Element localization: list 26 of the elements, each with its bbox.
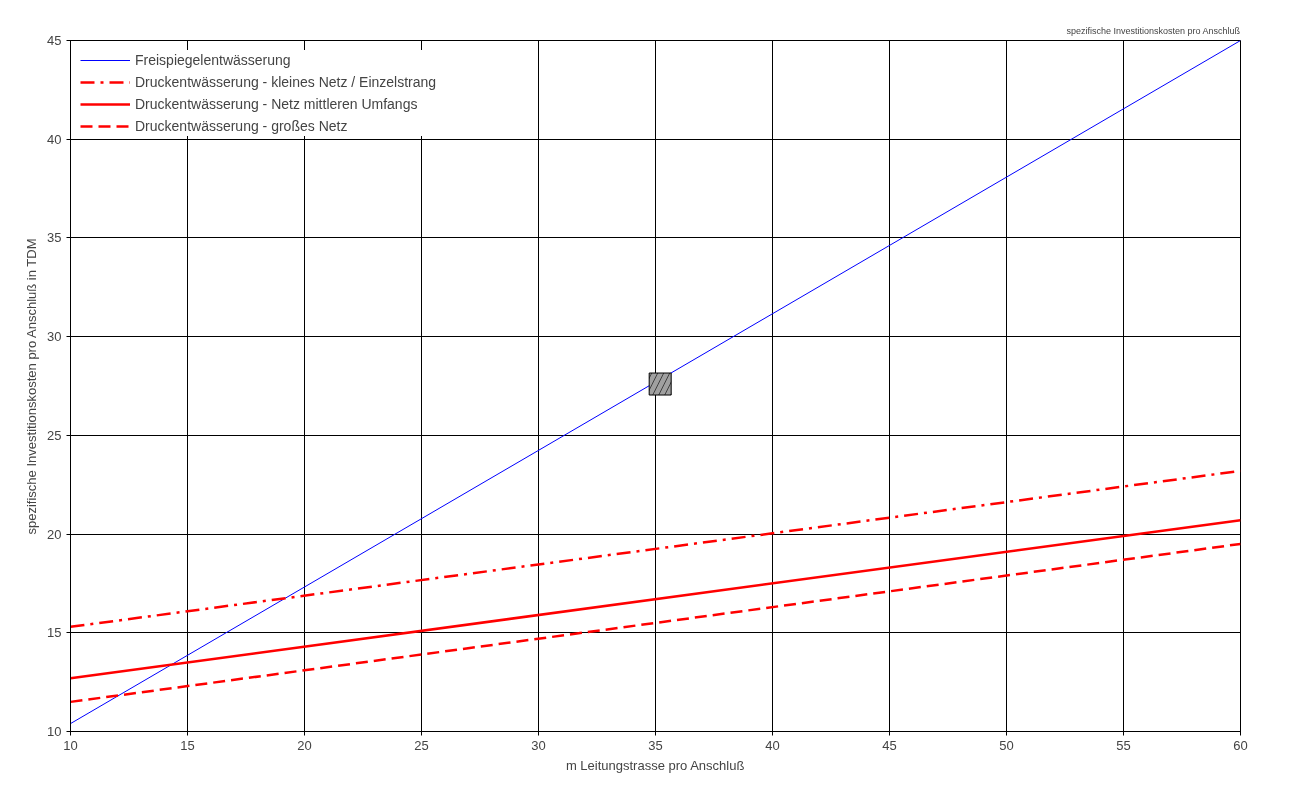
legend-label: Druckentwässerung - kleines Netz / Einzelstrang <box>135 74 437 90</box>
legend-label: Druckentwässerung - großes Netz <box>135 118 348 134</box>
y-tick-label: 35 <box>47 230 62 246</box>
x-tick-label: 35 <box>648 737 663 753</box>
y-tick-label: 10 <box>47 724 62 739</box>
x-tick-label: 50 <box>999 737 1014 753</box>
y-tick-label: 25 <box>47 427 62 443</box>
x-tick-label: 30 <box>531 737 546 753</box>
x-axis-title: m Leitungstrasse pro Anschluß <box>565 757 745 773</box>
y-tick-label: 40 <box>47 131 62 147</box>
x-tick-label: 15 <box>180 737 195 753</box>
y-tick-label: 15 <box>47 625 62 641</box>
legend-label: Freispiegelentwässerung <box>135 52 291 68</box>
x-tick-label: 20 <box>297 737 312 753</box>
x-tick-label: 55 <box>1116 737 1131 753</box>
legend-label: Druckentwässerung - Netz mittleren Umfangs <box>135 96 418 112</box>
chart-title: spezifische Investitionskosten pro Anschluß <box>1066 25 1241 36</box>
x-tick-label: 25 <box>414 737 429 753</box>
y-tick-label: 20 <box>47 526 62 542</box>
x-tick-label: 45 <box>882 737 897 753</box>
x-tick-label: 60 <box>1233 737 1248 753</box>
y-axis-title: spezifische Investitionskosten pro Anschluß in TDM <box>24 238 40 535</box>
y-tick-label: 45 <box>47 33 62 48</box>
y-tick-label: 30 <box>47 329 62 345</box>
x-tick-label: 10 <box>63 737 78 753</box>
x-tick-label: 40 <box>765 737 780 753</box>
